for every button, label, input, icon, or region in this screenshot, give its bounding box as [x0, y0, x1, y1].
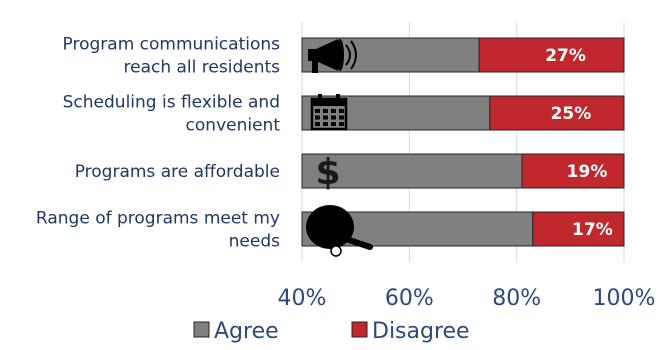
- legend: Agree Disagree: [193, 319, 470, 344]
- megaphone-icon: [308, 39, 357, 73]
- bars: [301, 37, 625, 247]
- legend-label-1: Disagree: [372, 319, 470, 344]
- data-label-2: 19%: [567, 162, 608, 182]
- x-tick-label-1: 60%: [385, 286, 434, 311]
- category-labels: Program communications reach all resident…: [36, 35, 280, 252]
- legend-swatch-0: [193, 321, 210, 338]
- legend-label-0: Agree: [214, 319, 279, 344]
- category-icons: $: [306, 39, 373, 257]
- category-label-3: Range of programs meet my needs: [36, 209, 280, 252]
- category-label-1: Scheduling is flexible and convenient: [63, 93, 281, 136]
- x-tick-label-0: 40%: [278, 286, 327, 311]
- bar-disagree-2: [521, 153, 625, 189]
- calendar-icon: [310, 94, 348, 131]
- x-tick-label-2: 80%: [492, 286, 541, 311]
- ping-pong-paddle-icon: [306, 205, 373, 257]
- data-label-0: 27%: [545, 46, 586, 66]
- data-labels: 27% 25% 19% 17%: [545, 46, 613, 240]
- dollar-icon: $: [315, 152, 340, 193]
- data-label-3: 17%: [572, 220, 613, 240]
- x-tick-label-3: 100%: [593, 286, 656, 311]
- category-label-0: Program communications reach all resident…: [63, 35, 281, 78]
- bar-disagree-0: [478, 37, 625, 73]
- category-label-2: Programs are affordable: [75, 162, 280, 182]
- bar-disagree-3: [532, 211, 625, 247]
- data-label-1: 25%: [551, 104, 592, 124]
- bar-disagree-1: [489, 95, 625, 131]
- bar-agree-2: [301, 153, 523, 189]
- legend-swatch-1: [351, 321, 368, 338]
- x-axis-ticks: 40% 60% 80% 100%: [278, 286, 656, 311]
- svg-text:$: $: [315, 152, 340, 193]
